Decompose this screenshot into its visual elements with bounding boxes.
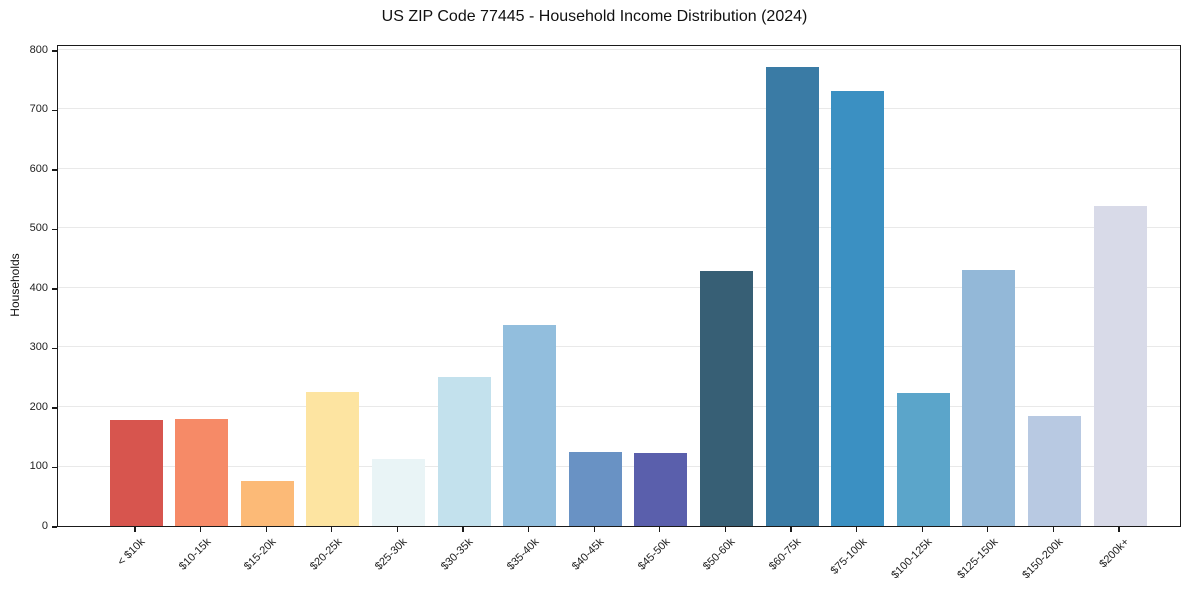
bar-60-75k — [765, 67, 819, 526]
y-tick-mark — [52, 228, 57, 231]
x-tick-label: $75-100k — [828, 536, 870, 577]
y-tick-mark — [52, 466, 57, 469]
y-tick-mark — [52, 169, 57, 171]
bar-30-35k — [437, 376, 491, 526]
x-tick-mark — [987, 527, 989, 532]
x-tick-mark — [659, 527, 661, 532]
y-tick-mark — [52, 288, 57, 290]
x-tick-label: $150-200k — [1020, 536, 1066, 582]
x-tick-label: $30-35k — [438, 536, 476, 573]
y-tick-label: 400 — [29, 281, 48, 294]
x-tick-mark — [200, 527, 202, 532]
gridline-y-200 — [58, 406, 1180, 407]
x-tick-label: $60-75k — [766, 536, 804, 573]
y-tick-mark — [52, 50, 57, 52]
bar-150-200k — [1027, 415, 1081, 526]
x-tick-mark — [921, 527, 923, 532]
x-tick-label: $20-25k — [307, 536, 345, 573]
gridline-y-700 — [58, 108, 1180, 110]
x-tick-label: $200k+ — [1097, 536, 1132, 571]
gridline-y-800 — [58, 48, 1180, 50]
bar-10-15k — [175, 418, 229, 526]
y-tick-label: 500 — [29, 222, 48, 235]
x-tick-label: < $10k — [115, 536, 148, 569]
bar-40-45k — [568, 452, 622, 526]
bar-25-30k — [371, 459, 425, 526]
x-tick-mark — [396, 527, 398, 532]
x-tick-mark — [134, 527, 136, 532]
y-tick-label: 300 — [29, 341, 48, 354]
gridline-y-600 — [58, 167, 1180, 169]
x-tick-mark — [593, 527, 595, 532]
bar-200k — [1093, 205, 1147, 526]
bar-15-20k — [240, 480, 294, 526]
bar-10k — [109, 420, 163, 526]
bar-100-125k — [896, 392, 950, 526]
x-tick-mark — [1052, 527, 1054, 532]
y-tick-mark — [52, 109, 57, 112]
x-tick-label: $10-15k — [176, 536, 214, 573]
gridline-y-300 — [58, 346, 1180, 348]
x-tick-mark — [1118, 527, 1120, 532]
x-tick-mark — [724, 527, 726, 532]
bar-20-25k — [306, 391, 360, 526]
x-tick-label: $40-45k — [570, 536, 607, 573]
plot-area — [57, 45, 1181, 527]
gridline-y-500 — [58, 227, 1180, 229]
y-tick-mark — [52, 347, 57, 350]
y-tick-label: 0 — [41, 520, 48, 532]
bar-35-40k — [503, 325, 557, 526]
x-tick-label: $15-20k — [242, 536, 279, 573]
bar-45-50k — [634, 453, 688, 526]
y-tick-mark — [52, 407, 57, 409]
x-tick-label: $100-125k — [889, 536, 935, 582]
y-tick-mark — [52, 526, 57, 528]
x-tick-label: $45-50k — [635, 536, 673, 573]
y-tick-label: 200 — [29, 400, 48, 413]
x-tick-mark — [331, 527, 333, 532]
y-tick-label: 800 — [29, 43, 48, 56]
y-tick-label: 600 — [29, 162, 48, 175]
x-tick-mark — [528, 527, 530, 532]
x-tick-label: $25-30k — [373, 536, 410, 573]
x-tick-mark — [462, 527, 464, 532]
bar-50-60k — [699, 271, 753, 526]
x-tick-mark — [856, 527, 858, 532]
chart-title: US ZIP Code 77445 - Household Income Dis… — [381, 8, 808, 25]
x-tick-label: $50-60k — [701, 536, 738, 573]
x-tick-mark — [790, 527, 792, 532]
y-tick-label: 700 — [29, 103, 48, 116]
bar-75-100k — [831, 91, 885, 526]
x-tick-label: $35-40k — [504, 536, 542, 573]
x-tick-label: $125-150k — [955, 536, 1001, 582]
x-tick-mark — [265, 527, 267, 532]
gridline-y-400 — [58, 286, 1180, 288]
y-tick-label: 100 — [29, 460, 48, 473]
bar-125-150k — [962, 270, 1016, 526]
